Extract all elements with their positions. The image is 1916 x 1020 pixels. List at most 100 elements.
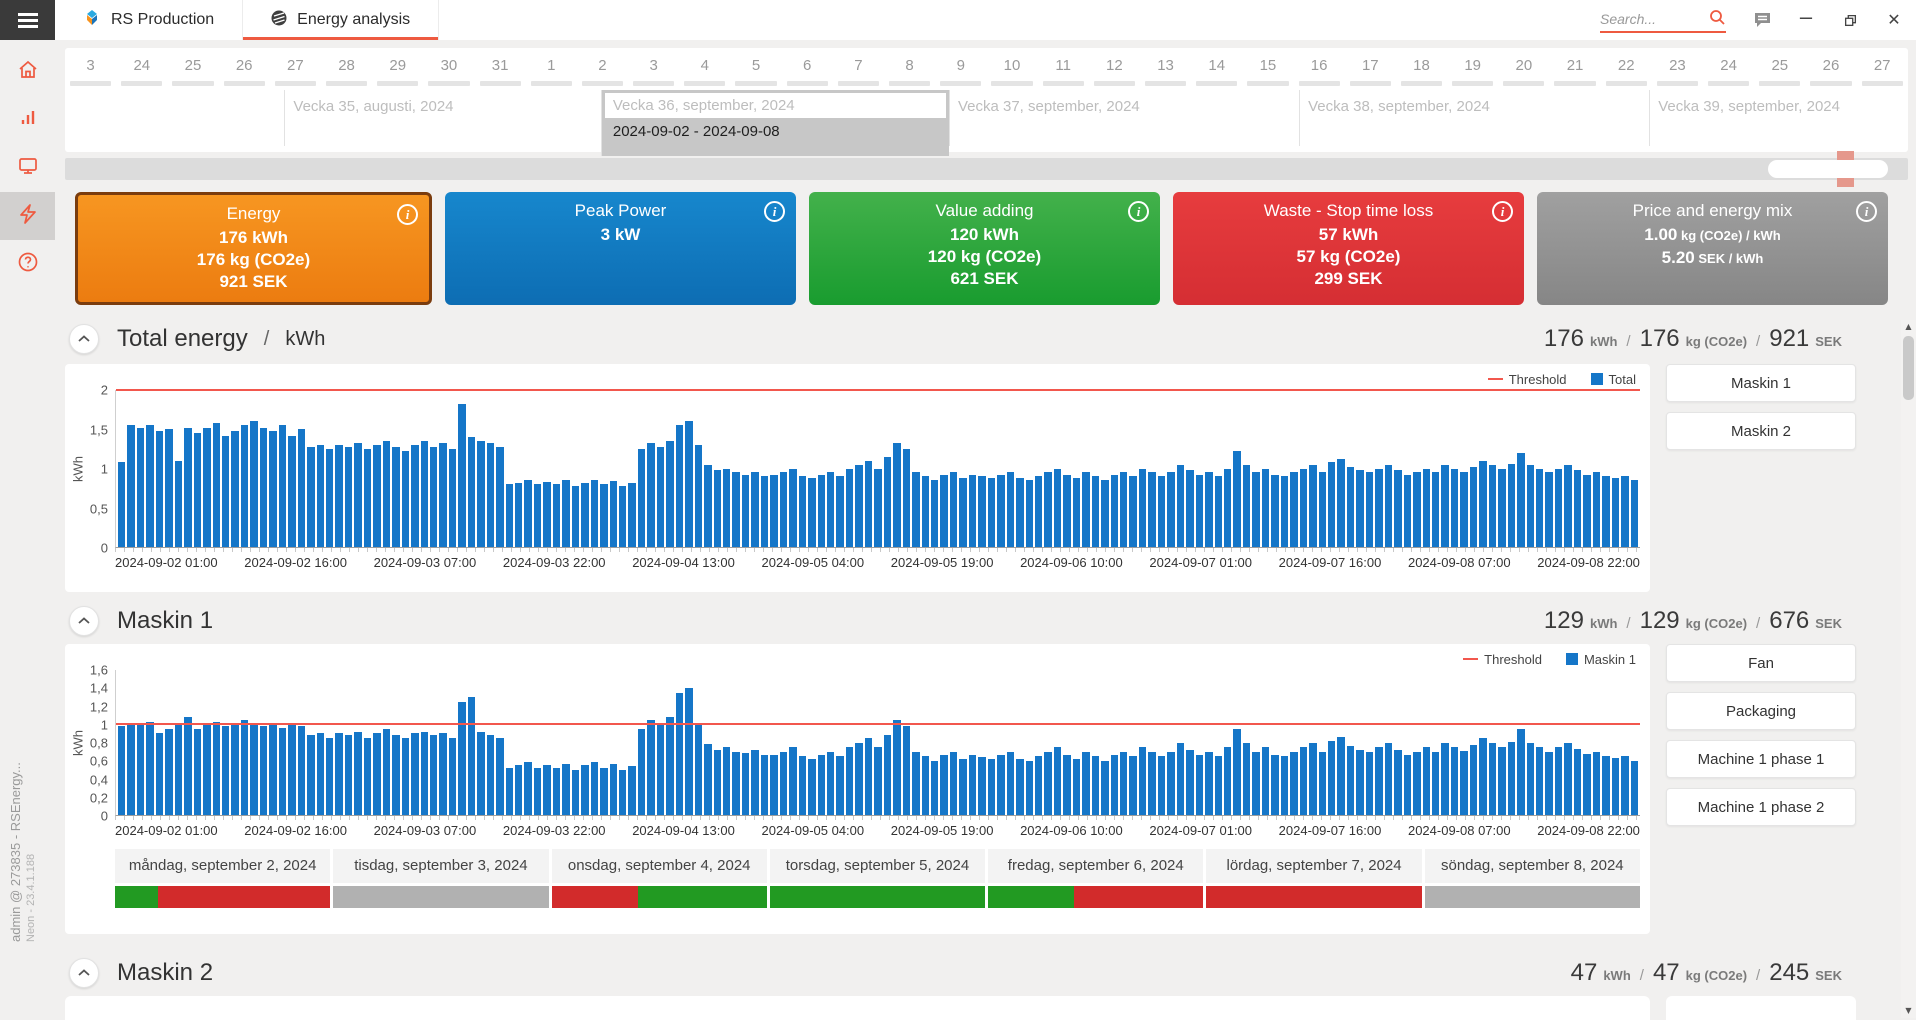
plot-area[interactable] [115, 390, 1640, 548]
collapse-button[interactable] [69, 958, 99, 988]
timeline-date[interactable]: 30 [423, 57, 474, 90]
timeline-date[interactable]: 31 [475, 57, 526, 90]
kpi-card-value-adding[interactable]: Value addingi120 kWh120 kg (CO2e)621 SEK [809, 192, 1160, 305]
week-band-vecka-36-september-2024[interactable]: Vecka 36, september, 20242024-09-02 - 20… [601, 90, 949, 156]
timeline-date[interactable]: 14 [1191, 57, 1242, 90]
hamburger-menu-button[interactable] [0, 0, 55, 40]
timeline-date[interactable]: 27 [1857, 57, 1908, 90]
week-band-vecka-39-september-2024[interactable]: Vecka 39, september, 2024 [1649, 90, 1908, 146]
date-label: 24 [1720, 57, 1737, 74]
vertical-scrollbar[interactable]: ▲ ▼ [1901, 320, 1916, 1018]
timeline-date[interactable]: 24 [116, 57, 167, 90]
bar [326, 738, 333, 815]
sidebar-item-statistics[interactable] [0, 96, 55, 144]
timeline-date[interactable]: 12 [1089, 57, 1140, 90]
timeline-scrollbar-thumb[interactable] [1768, 160, 1888, 178]
bar [770, 755, 777, 815]
maskin-1-chart[interactable]: ThresholdMaskin 1kWh1,61,41,210,80,60,40… [65, 644, 1650, 934]
timeline-scrollbar[interactable] [65, 158, 1908, 180]
legend-item-total: Total [1591, 372, 1636, 387]
timeline-date[interactable]: 29 [372, 57, 423, 90]
kpi-card-waste-stop-time-loss[interactable]: Waste - Stop time lossi57 kWh57 kg (CO2e… [1173, 192, 1524, 305]
timeline-date[interactable]: 28 [321, 57, 372, 90]
total-energy-chart[interactable]: ThresholdTotalkWh21,510,502024-09-02 01:… [65, 364, 1650, 592]
plot-area[interactable] [115, 670, 1640, 816]
timeline-date[interactable]: 26 [1805, 57, 1856, 90]
chart-legend: ThresholdTotal [71, 368, 1640, 390]
tab-energy-analysis[interactable]: Energy analysis [243, 0, 439, 40]
date-label: 8 [905, 57, 913, 74]
info-icon[interactable]: i [397, 204, 418, 225]
series-button-machine-1-phase-1[interactable]: Machine 1 phase 1 [1666, 740, 1856, 778]
timeline-date[interactable]: 8 [884, 57, 935, 90]
scroll-up-icon[interactable]: ▲ [1901, 320, 1916, 334]
timeline-date[interactable]: 20 [1498, 57, 1549, 90]
sidebar-item-help[interactable] [0, 240, 55, 288]
info-icon[interactable]: i [764, 201, 785, 222]
timeline-date[interactable]: 16 [1294, 57, 1345, 90]
timeline-date[interactable]: 22 [1601, 57, 1652, 90]
minimize-button[interactable]: – [1784, 0, 1828, 40]
timeline-date[interactable]: 4 [679, 57, 730, 90]
timeline-date[interactable]: 17 [1345, 57, 1396, 90]
bar [269, 431, 276, 547]
timeline-date[interactable]: 15 [1242, 57, 1293, 90]
series-button-maskin-2[interactable]: Maskin 2 [1666, 412, 1856, 450]
timeline-date[interactable]: 26 [219, 57, 270, 90]
week-band-vecka-35-augusti-2024[interactable]: Vecka 35, augusti, 2024 [284, 90, 600, 146]
timeline-date[interactable]: 3 [65, 57, 116, 90]
timeline-date[interactable]: 27 [270, 57, 321, 90]
y-axis-title: kWh [71, 670, 85, 816]
kpi-card-price-and-energy-mix[interactable]: Price and energy mixi1.00 kg (CO2e) / kW… [1537, 192, 1888, 305]
timeline-date[interactable]: 24 [1703, 57, 1754, 90]
y-tick-label: 0,2 [90, 790, 108, 805]
timeline-date[interactable]: 25 [167, 57, 218, 90]
timeline-date[interactable]: 11 [1038, 57, 1089, 90]
chat-icon[interactable] [1740, 0, 1784, 40]
timeline-date[interactable]: 6 [782, 57, 833, 90]
week-band-vecka-38-september-2024[interactable]: Vecka 38, september, 2024 [1299, 90, 1649, 146]
timeline-date[interactable]: 10 [986, 57, 1037, 90]
info-icon[interactable]: i [1128, 201, 1149, 222]
kpi-card-energy[interactable]: Energyi176 kWh176 kg (CO2e)921 SEK [75, 192, 432, 305]
date-label: 5 [752, 57, 760, 74]
restore-button[interactable] [1828, 0, 1872, 40]
info-icon[interactable]: i [1856, 201, 1877, 222]
timeline-date[interactable]: 1 [526, 57, 577, 90]
series-button-packaging[interactable]: Packaging [1666, 692, 1856, 730]
sidebar-item-energy[interactable] [0, 192, 55, 240]
scroll-down-icon[interactable]: ▼ [1901, 1004, 1916, 1018]
date-tick-mark [377, 81, 418, 86]
kpi-card-peak-power[interactable]: Peak Poweri3 kW [445, 192, 796, 305]
timeline-date[interactable]: 18 [1396, 57, 1447, 90]
timeline-date[interactable]: 7 [833, 57, 884, 90]
collapse-button[interactable] [69, 606, 99, 636]
unit-selector[interactable]: kWh [285, 328, 325, 351]
series-button-machine-1-phase-2[interactable]: Machine 1 phase 2 [1666, 788, 1856, 826]
bars-container [118, 670, 1638, 815]
search-input[interactable] [1600, 11, 1704, 27]
collapse-button[interactable] [69, 324, 99, 354]
timeline-date[interactable]: 19 [1447, 57, 1498, 90]
timeline-date[interactable]: 13 [1140, 57, 1191, 90]
timeline-date[interactable]: 3 [628, 57, 679, 90]
timeline-date[interactable]: 2 [577, 57, 628, 90]
sidebar-item-monitor[interactable] [0, 144, 55, 192]
timeline-date[interactable]: 5 [730, 57, 781, 90]
sidebar-item-home[interactable] [0, 48, 55, 96]
series-button-maskin-1[interactable]: Maskin 1 [1666, 364, 1856, 402]
search-icon[interactable] [1708, 8, 1726, 31]
timeline-date[interactable]: 25 [1754, 57, 1805, 90]
timeline-date[interactable]: 9 [935, 57, 986, 90]
timeline-date[interactable]: 23 [1652, 57, 1703, 90]
timeline-date[interactable]: 21 [1549, 57, 1600, 90]
week-band-vecka-37-september-2024[interactable]: Vecka 37, september, 2024 [949, 90, 1299, 146]
series-button-fan[interactable]: Fan [1666, 644, 1856, 682]
close-button[interactable]: ✕ [1872, 0, 1916, 40]
timeline-panel[interactable]: 3242526272829303112345678910111213141516… [65, 48, 1908, 152]
tab-rs-production[interactable]: RS Production [55, 0, 243, 40]
info-icon[interactable]: i [1492, 201, 1513, 222]
scrollbar-thumb[interactable] [1903, 336, 1914, 400]
bar [175, 461, 182, 547]
bar [1073, 759, 1080, 815]
